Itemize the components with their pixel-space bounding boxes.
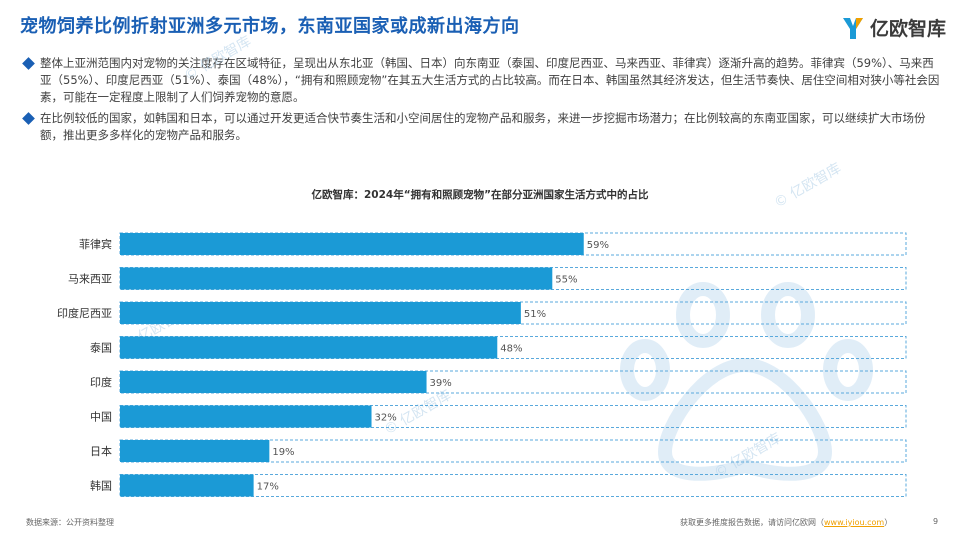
category-label: 泰国	[90, 341, 112, 355]
paw-watermark-icon	[620, 282, 873, 481]
logo: 亿欧智库	[840, 14, 946, 41]
source-note: 数据来源：公开资料整理	[26, 518, 114, 527]
bar	[120, 233, 584, 255]
bar-chart: 菲律宾 59% 马来西亚 55% 印度尼西亚 51% 泰国 48% 印度 39% 中国 32% 日本 19…	[57, 232, 907, 497]
category-label: 韩国	[90, 479, 112, 493]
category-label: 印度	[90, 375, 112, 389]
data-label: 59%	[587, 240, 609, 251]
bar	[120, 267, 553, 290]
footer-close: ）	[884, 518, 893, 527]
bullet-text: 在比例较低的国家，如韩国和日本，可以通过开发更适合快节奏生活和小空间居住的宠物产…	[40, 111, 926, 142]
bar	[120, 474, 254, 497]
bullet-text: 整体上亚洲范围内对宠物的关注度存在区域特征，呈现出从东北亚（韩国、日本）向东南亚…	[40, 56, 940, 104]
category-label: 马来西亚	[68, 273, 112, 286]
diamond-bullet-icon	[22, 112, 35, 125]
category-label: 菲律宾	[79, 237, 112, 251]
bar	[120, 371, 427, 393]
footer-link[interactable]: www.iyiou.com	[824, 518, 885, 527]
page-number: 9	[933, 517, 939, 526]
data-label: 32%	[375, 413, 397, 424]
bullet-item: 在比例较低的国家，如韩国和日本，可以通过开发更适合快节奏生活和小空间居住的宠物产…	[22, 110, 944, 144]
bar	[120, 440, 270, 462]
footer-more: 获取更多推度报告数据，请访问亿欧网（www.iyiou.com）	[680, 517, 892, 528]
data-label: 39%	[430, 378, 452, 389]
page-title: 宠物饲养比例折射亚洲多元市场，东南亚国家或成新出海方向	[20, 16, 520, 37]
category-label: 日本	[90, 444, 112, 458]
summary-bullets: 整体上亚洲范围内对宠物的关注度存在区域特征，呈现出从东北亚（韩国、日本）向东南亚…	[22, 55, 944, 148]
bar	[120, 405, 372, 428]
logo-icon	[843, 17, 863, 39]
category-label: 印度尼西亚	[57, 306, 112, 320]
data-label: 51%	[524, 309, 546, 320]
data-label: 55%	[555, 275, 577, 286]
chart-title: 亿欧智库：2024年“拥有和照顾宠物”在部分亚洲国家生活方式中的占比	[311, 189, 649, 201]
watermark-text: © 亿欧智库	[771, 160, 844, 212]
footer-more-text: 获取更多推度报告数据，请访问亿欧网（	[680, 518, 824, 527]
logo-text: 亿欧智库	[870, 18, 947, 40]
bullet-item: 整体上亚洲范围内对宠物的关注度存在区域特征，呈现出从东北亚（韩国、日本）向东南亚…	[22, 55, 944, 106]
diamond-bullet-icon	[22, 57, 35, 70]
bar	[120, 336, 498, 359]
category-label: 中国	[90, 411, 112, 424]
data-label: 17%	[257, 482, 279, 493]
data-label: 48%	[500, 344, 522, 355]
data-label: 19%	[272, 447, 294, 458]
bar	[120, 302, 521, 324]
